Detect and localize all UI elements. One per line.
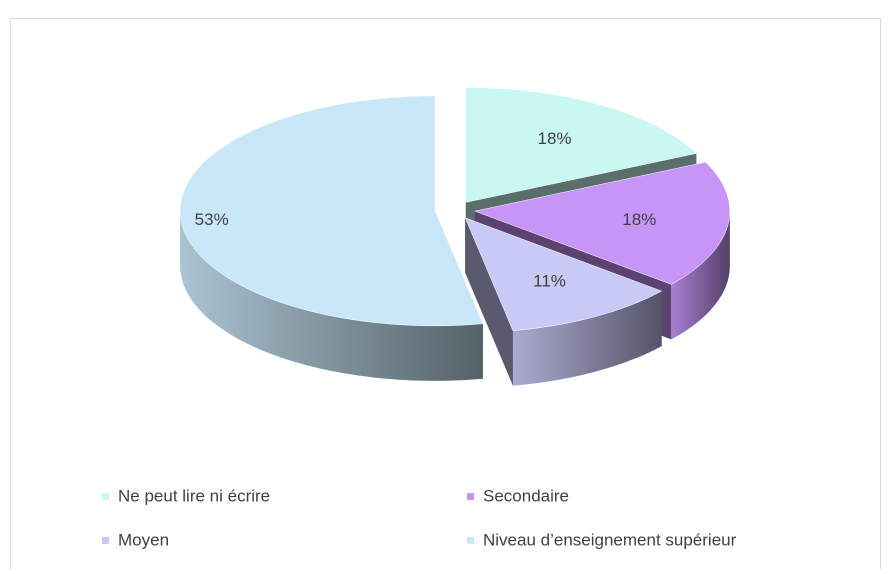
legend-label: Niveau d’enseignement supérieur [483, 530, 737, 549]
legend-marker [467, 537, 474, 544]
data-label: 18% [622, 210, 656, 229]
legend-label: Moyen [118, 530, 169, 549]
slice-wall [180, 210, 483, 381]
data-label: 11% [533, 272, 566, 291]
pie-slice [179, 95, 484, 381]
legend-marker [102, 537, 109, 544]
legend-label: Ne peut lire ni écrire [118, 486, 270, 505]
slice-top [464, 217, 663, 331]
legend-marker [467, 493, 474, 500]
legend-marker [102, 493, 109, 500]
pie-slice [464, 217, 663, 386]
slice-side [465, 217, 513, 386]
chart-frame [10, 18, 881, 569]
slice-top [179, 95, 484, 327]
slice-top [465, 87, 697, 203]
data-label: 18% [538, 129, 572, 148]
slice-top [473, 161, 731, 285]
legend-label: Secondaire [483, 486, 569, 505]
slice-wall [512, 291, 662, 386]
data-label: 53% [195, 210, 229, 229]
slice-wall [671, 211, 730, 340]
